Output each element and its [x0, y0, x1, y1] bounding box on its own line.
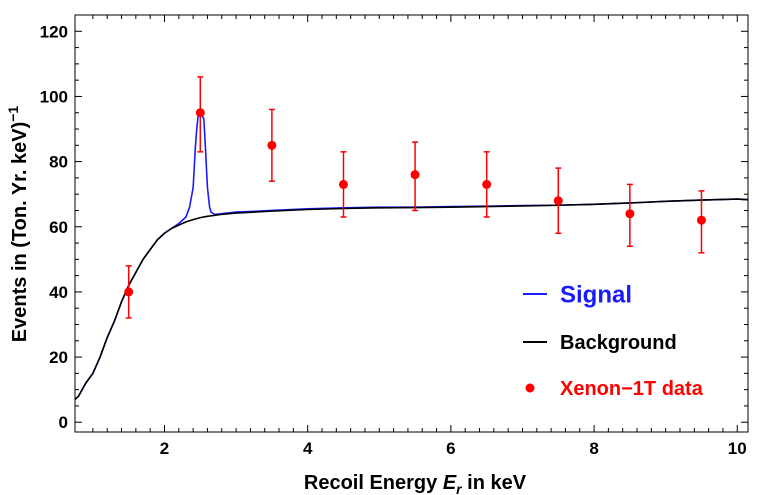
plot-frame	[74, 14, 749, 433]
y-tick-label: 20	[49, 348, 68, 367]
data-marker	[267, 140, 277, 150]
data-marker	[696, 215, 706, 225]
y-tick-label: 60	[49, 218, 68, 237]
y-tick-label: 40	[49, 283, 68, 302]
y-tick-label: 80	[49, 153, 68, 172]
xenon-data-point	[410, 141, 420, 212]
x-tick-label: 2	[160, 439, 169, 458]
y-axis-title: Events in (Ton. Yr. keV)−1	[5, 106, 31, 343]
legend-label: Xenon−1T data	[560, 378, 704, 400]
y-tick-label: 100	[40, 87, 68, 106]
y-tick-label: 120	[40, 22, 68, 41]
x-tick-label: 10	[728, 439, 747, 458]
xenon-data-point	[195, 76, 205, 153]
xenon-data-point	[625, 183, 635, 248]
data-marker	[410, 170, 420, 180]
y-axis-title-main: Events in (Ton. Yr. keV)	[9, 122, 31, 342]
x-axis-title-sub: r	[456, 481, 463, 495]
x-axis-title-var: E	[443, 472, 457, 494]
legend-label: Background	[560, 332, 677, 354]
background-line	[74, 198, 749, 401]
xenon-data-point	[124, 265, 134, 319]
y-tick-label: 0	[59, 413, 68, 432]
data-marker	[625, 209, 635, 219]
data-layer	[124, 76, 706, 319]
xenon-data-point	[696, 190, 706, 254]
legend: Signal Background Xenon−1T data	[523, 282, 704, 400]
x-axis-title: Recoil Energy Er in keV	[304, 472, 527, 495]
data-marker	[124, 287, 134, 297]
x-tick-label: 6	[446, 439, 455, 458]
x-tick-label: 4	[303, 439, 313, 458]
xenon-data-point	[553, 167, 563, 235]
data-marker	[482, 179, 492, 189]
legend-swatch-dot	[525, 383, 535, 393]
legend-item: Background	[523, 332, 677, 354]
y-axis-title-sup: −1	[5, 106, 21, 122]
data-marker	[553, 196, 563, 206]
x-axis-title-suffix: in keV	[462, 472, 527, 494]
xenon-data-point	[338, 151, 348, 218]
x-tick-label: 8	[589, 439, 598, 458]
legend-item: Xenon−1T data	[525, 378, 704, 400]
data-marker	[338, 179, 348, 189]
x-axis-title-prefix: Recoil Energy	[304, 472, 443, 494]
data-marker	[195, 108, 205, 118]
ticks-layer	[75, 15, 748, 432]
xenon-data-point	[482, 151, 492, 218]
legend-label: Signal	[560, 282, 632, 309]
legend-item: Signal	[523, 282, 632, 309]
xenon-data-point	[267, 108, 277, 182]
